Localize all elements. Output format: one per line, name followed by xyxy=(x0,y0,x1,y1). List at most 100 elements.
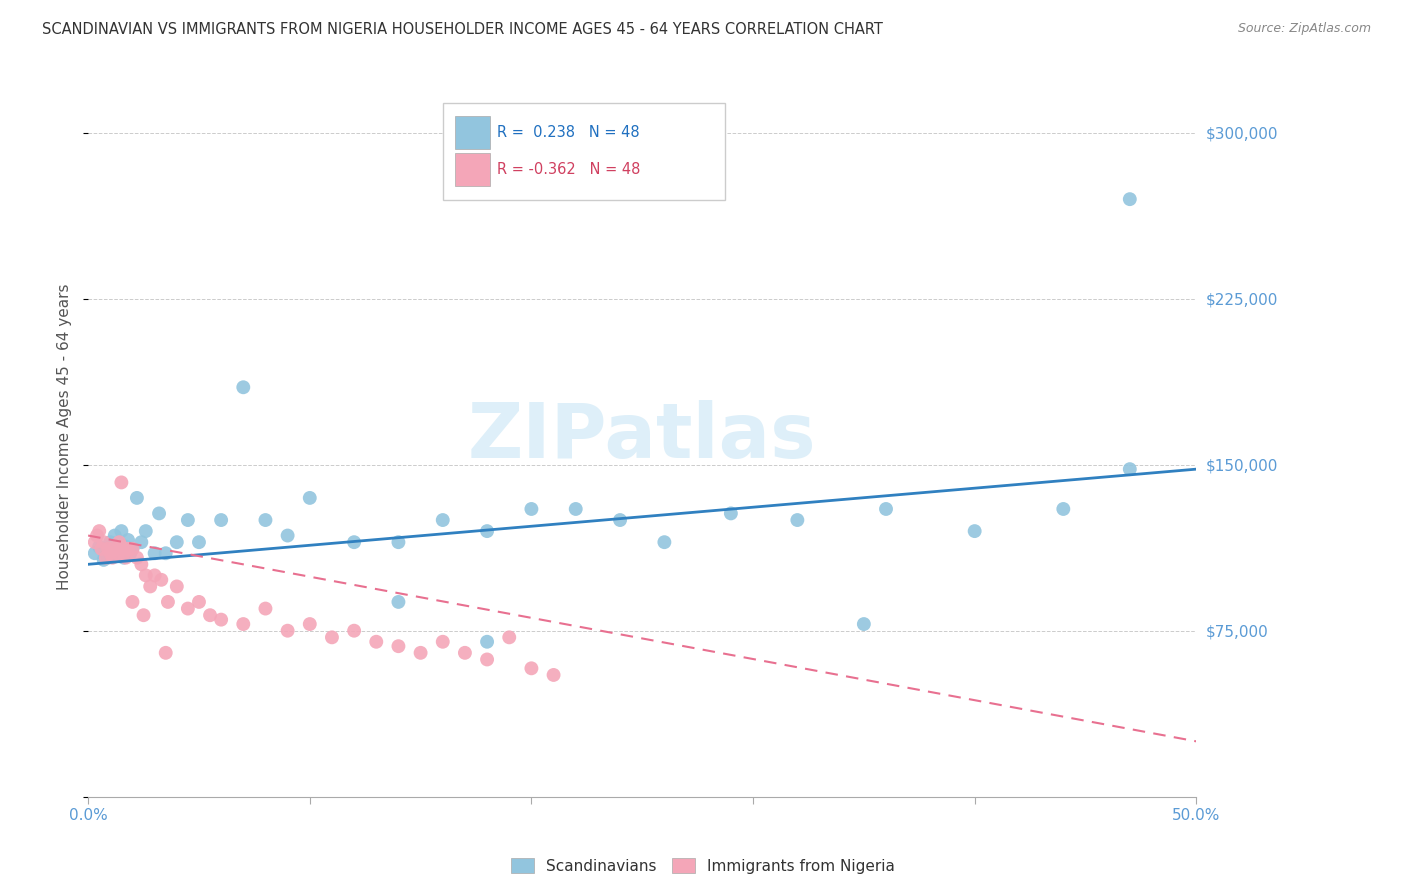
Point xyxy=(166,535,188,549)
Text: SCANDINAVIAN VS IMMIGRANTS FROM NIGERIA HOUSEHOLDER INCOME AGES 45 - 64 YEARS CO: SCANDINAVIAN VS IMMIGRANTS FROM NIGERIA … xyxy=(42,22,883,37)
Point xyxy=(135,524,157,538)
Point xyxy=(132,608,155,623)
Point xyxy=(97,541,120,556)
Point xyxy=(143,546,166,560)
Point xyxy=(93,553,115,567)
Point xyxy=(135,568,157,582)
Point xyxy=(198,608,221,623)
Point xyxy=(321,631,343,645)
Point xyxy=(120,546,142,560)
Text: R =  0.238   N = 48: R = 0.238 N = 48 xyxy=(498,125,640,140)
Text: ZIPatlas: ZIPatlas xyxy=(468,400,817,474)
Point xyxy=(1119,462,1142,476)
Point xyxy=(104,528,127,542)
Point xyxy=(254,513,277,527)
Point xyxy=(89,540,111,554)
Point xyxy=(432,513,454,527)
Text: R = -0.362   N = 48: R = -0.362 N = 48 xyxy=(498,162,640,177)
Point xyxy=(121,541,143,556)
Point xyxy=(654,535,676,549)
Point xyxy=(117,533,139,547)
Point xyxy=(156,595,179,609)
Point xyxy=(188,595,211,609)
Point xyxy=(277,624,299,638)
Point xyxy=(177,601,200,615)
Point xyxy=(83,546,105,560)
Point xyxy=(101,546,124,560)
Point xyxy=(609,513,631,527)
FancyBboxPatch shape xyxy=(456,153,491,186)
Point xyxy=(108,535,131,549)
Point xyxy=(131,535,153,549)
Point xyxy=(432,634,454,648)
Point xyxy=(121,595,143,609)
Y-axis label: Householder Income Ages 45 - 64 years: Householder Income Ages 45 - 64 years xyxy=(58,284,72,591)
FancyBboxPatch shape xyxy=(443,103,725,200)
Point xyxy=(209,613,232,627)
Point xyxy=(475,634,498,648)
Point xyxy=(387,535,409,549)
Point xyxy=(232,617,254,632)
Point xyxy=(121,541,143,556)
Point xyxy=(97,550,120,565)
Point xyxy=(104,540,127,554)
Point xyxy=(83,535,105,549)
Point xyxy=(254,601,277,615)
Point xyxy=(387,595,409,609)
Point xyxy=(409,646,432,660)
Point xyxy=(875,502,897,516)
Point xyxy=(298,491,321,505)
Point xyxy=(387,639,409,653)
Point xyxy=(720,507,742,521)
Point xyxy=(166,579,188,593)
Text: Source: ZipAtlas.com: Source: ZipAtlas.com xyxy=(1237,22,1371,36)
Point xyxy=(131,558,153,572)
Point xyxy=(232,380,254,394)
Point xyxy=(90,541,112,556)
Point xyxy=(155,546,177,560)
Point xyxy=(94,550,117,565)
Point xyxy=(343,624,366,638)
Point xyxy=(98,535,121,549)
Point xyxy=(543,668,565,682)
Point xyxy=(498,631,520,645)
Point xyxy=(343,535,366,549)
Point xyxy=(93,535,115,549)
Point xyxy=(148,507,170,521)
Point xyxy=(564,502,586,516)
Point xyxy=(105,541,128,556)
Point xyxy=(112,546,135,560)
Point xyxy=(94,541,117,556)
Point xyxy=(454,646,477,660)
Point xyxy=(520,661,543,675)
Point xyxy=(177,513,200,527)
Point xyxy=(475,652,498,666)
Point xyxy=(89,524,111,538)
Point xyxy=(209,513,232,527)
Point xyxy=(520,502,543,516)
FancyBboxPatch shape xyxy=(456,116,491,149)
Point xyxy=(112,550,135,565)
Point xyxy=(105,546,128,560)
Point xyxy=(110,524,132,538)
Point xyxy=(786,513,808,527)
Point xyxy=(366,634,388,648)
Point xyxy=(475,524,498,538)
Point xyxy=(150,573,173,587)
Point xyxy=(143,568,166,582)
Point xyxy=(188,535,211,549)
Point xyxy=(98,546,121,560)
Point xyxy=(108,535,131,549)
Point xyxy=(277,528,299,542)
Point xyxy=(101,550,124,565)
Point xyxy=(86,528,108,542)
Point xyxy=(155,646,177,660)
Point xyxy=(125,491,148,505)
Point xyxy=(125,550,148,565)
Legend: Scandinavians, Immigrants from Nigeria: Scandinavians, Immigrants from Nigeria xyxy=(505,852,901,880)
Point xyxy=(1119,192,1142,206)
Point xyxy=(117,541,139,556)
Point xyxy=(110,540,132,554)
Point xyxy=(114,540,136,554)
Point xyxy=(139,579,162,593)
